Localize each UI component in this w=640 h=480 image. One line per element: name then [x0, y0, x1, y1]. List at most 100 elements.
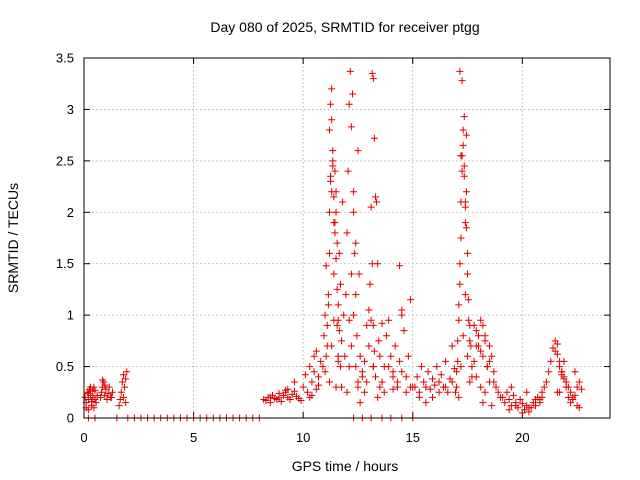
data-point — [328, 85, 336, 93]
data-point — [297, 397, 305, 405]
data-point — [490, 378, 498, 386]
data-point — [356, 352, 364, 360]
y-tick-label: 1.5 — [56, 256, 74, 271]
data-point — [308, 391, 316, 399]
data-point — [373, 198, 381, 206]
data-point — [475, 332, 482, 340]
data-point — [396, 357, 404, 365]
data-point — [464, 249, 472, 257]
data-point — [363, 321, 371, 329]
data-point — [338, 337, 346, 345]
data-point — [351, 249, 359, 257]
data-point — [330, 270, 338, 278]
data-point — [380, 388, 388, 396]
data-point — [117, 388, 125, 396]
data-point — [540, 383, 548, 391]
data-point — [477, 383, 485, 391]
data-point — [553, 340, 561, 348]
data-point — [578, 385, 586, 393]
data-point — [454, 337, 462, 345]
data-point — [428, 393, 436, 401]
data-point — [103, 395, 111, 403]
data-point — [321, 368, 329, 376]
data-point — [123, 368, 131, 376]
data-point — [371, 193, 379, 201]
data-point — [531, 395, 539, 403]
data-point — [121, 383, 129, 391]
data-point — [466, 337, 474, 345]
data-point — [461, 219, 469, 227]
data-point — [352, 291, 360, 299]
data-point — [468, 363, 476, 371]
data-point — [422, 383, 430, 391]
data-point — [327, 100, 335, 108]
data-point — [569, 395, 577, 403]
data-point — [368, 260, 376, 268]
data-point — [315, 373, 323, 381]
data-point — [402, 373, 410, 381]
data-point — [343, 229, 351, 237]
data-point — [518, 400, 526, 408]
plot-frame — [83, 57, 611, 419]
data-point — [369, 363, 377, 371]
data-point — [363, 378, 371, 386]
data-point — [315, 381, 323, 389]
data-point — [479, 352, 487, 360]
data-point — [329, 157, 337, 165]
data-point — [340, 311, 348, 319]
data-point — [325, 208, 333, 216]
data-point — [374, 393, 382, 401]
data-point — [345, 363, 353, 371]
data-point — [282, 386, 290, 394]
data-point — [488, 402, 496, 410]
data-point — [310, 368, 318, 376]
data-point — [330, 193, 338, 201]
data-point — [376, 383, 384, 391]
data-point — [350, 188, 358, 196]
data-point — [451, 388, 459, 396]
data-point — [396, 262, 404, 270]
data-point — [355, 270, 363, 278]
data-point — [378, 319, 386, 327]
data-point — [562, 378, 570, 386]
data-point — [391, 342, 399, 350]
data-point — [503, 388, 511, 396]
data-point — [556, 388, 564, 396]
data-point — [319, 363, 327, 371]
data-point — [466, 378, 474, 386]
data-point — [335, 327, 343, 335]
data-point — [371, 373, 379, 381]
data-point — [518, 409, 526, 417]
chart-title: Day 080 of 2025, SRMTID for receiver ptg… — [210, 19, 479, 35]
data-point — [444, 388, 452, 396]
data-point — [448, 378, 456, 386]
data-point — [350, 311, 358, 319]
data-point — [354, 147, 362, 155]
data-point — [328, 116, 336, 124]
data-point — [428, 375, 436, 383]
data-point — [346, 67, 354, 75]
data-point — [382, 332, 390, 340]
data-point — [571, 391, 579, 399]
data-point — [347, 342, 355, 350]
data-point — [531, 402, 539, 410]
data-point — [286, 395, 294, 403]
data-point — [105, 383, 113, 391]
data-point — [336, 280, 344, 288]
data-point — [461, 198, 469, 206]
data-point — [331, 219, 339, 227]
data-point — [470, 357, 478, 365]
data-point — [333, 239, 341, 247]
data-point — [354, 383, 362, 391]
data-point — [342, 291, 350, 299]
data-point — [456, 67, 464, 75]
data-point — [420, 378, 428, 386]
data-point — [457, 363, 465, 371]
data-point — [108, 388, 116, 396]
data-point — [415, 393, 423, 401]
data-point — [275, 389, 283, 397]
data-point — [481, 332, 489, 340]
data-point — [404, 352, 412, 360]
data-point — [385, 316, 393, 324]
y-tick-label: 2.5 — [56, 153, 74, 168]
